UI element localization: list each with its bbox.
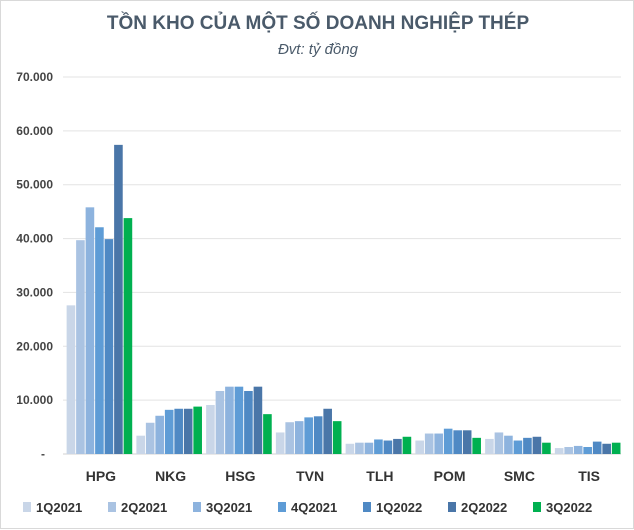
bar-TIS-1Q2021 [554,448,564,454]
bar-POM-1Q2022 [453,430,462,454]
x-tick-label: NKG [155,468,186,484]
bar-TLH-2Q2021 [355,442,364,454]
bar-SMC-2Q2022 [532,436,542,454]
y-tick-label: 10.000 [16,393,53,407]
bar-TVN-3Q2021 [294,421,304,454]
bar-POM-4Q2021 [443,428,453,454]
legend-label: 2Q2021 [121,500,167,515]
y-tick-label: 50.000 [16,178,53,192]
bar-HPG-1Q2021 [66,305,76,454]
legend-label: 4Q2021 [291,500,337,515]
y-tick-label: 70.000 [16,70,53,84]
bar-TVN-4Q2021 [304,417,313,454]
bar-SMC-3Q2021 [504,435,513,454]
bar-TVN-3Q2022 [332,421,342,454]
x-tick-label: HPG [86,468,116,484]
bar-TIS-3Q2022 [611,442,621,454]
x-tick-label: HSG [225,468,255,484]
bar-TIS-4Q2021 [583,446,592,454]
bar-HPG-2Q2022 [114,144,123,455]
legend-swatch [23,502,31,512]
bar-TVN-2Q2022 [323,408,332,454]
bar-TIS-2Q2021 [564,446,573,454]
bar-TLH-3Q2022 [402,436,412,454]
bar-POM-2Q2021 [424,433,434,454]
bar-HPG-3Q2021 [85,207,95,454]
bar-HPG-2Q2021 [76,240,85,454]
x-tick-label: SMC [504,468,535,484]
bar-HPG-3Q2022 [123,218,133,454]
bar-TIS-3Q2021 [573,445,583,454]
bar-TLH-3Q2021 [364,442,374,454]
legend-swatch [108,502,116,512]
y-tick-label: 60.000 [16,124,53,138]
bar-POM-3Q2021 [434,433,443,454]
legend-swatch [363,502,371,512]
legend-label: 3Q2021 [206,500,252,515]
bar-HSG-4Q2021 [234,386,244,454]
bar-TVN-2Q2021 [285,422,294,454]
bar-HSG-1Q2022 [244,390,253,454]
bar-HSG-3Q2022 [263,414,272,454]
bar-SMC-1Q2021 [485,438,494,454]
y-tick-label: 20.000 [16,339,53,353]
bar-TIS-1Q2022 [592,441,602,454]
bar-HPG-1Q2022 [104,239,114,454]
chart-title: TỒN KHO CỦA MỘT SỐ DOANH NGHIỆP THÉP [106,13,530,34]
y-tick-label: 40.000 [16,232,53,246]
bar-NKG-1Q2021 [136,435,145,454]
bar-HPG-4Q2021 [95,227,104,454]
legend-swatch [448,502,456,512]
bar-SMC-3Q2022 [542,442,551,454]
bar-HSG-2Q2021 [215,390,225,454]
x-tick-label: TIS [578,468,600,484]
bar-NKG-4Q2021 [164,409,174,454]
bar-NKG-2Q2022 [183,408,193,454]
bar-TLH-1Q2021 [345,443,355,454]
y-tick-label: - [41,447,45,461]
y-tick-label: 30.000 [16,285,53,299]
bar-HSG-1Q2021 [206,404,215,454]
bar-SMC-4Q2021 [513,440,523,454]
bar-POM-1Q2021 [415,440,424,454]
bar-HSG-2Q2022 [253,386,263,454]
legend-label: 2Q2022 [461,500,507,515]
x-tick-label: TLH [366,468,393,484]
bar-NKG-3Q2021 [155,415,164,454]
chart-subtitle: Đvt: tỷ đồng [277,41,359,58]
bar-POM-2Q2022 [462,430,472,454]
legend-label: 3Q2022 [546,500,592,515]
x-tick-label: POM [434,468,466,484]
bar-NKG-1Q2022 [174,408,183,454]
legend-label: 1Q2022 [376,500,422,515]
bar-HSG-3Q2021 [225,386,234,454]
bar-TVN-1Q2022 [313,416,323,454]
bar-NKG-3Q2022 [193,406,202,454]
legend-swatch [193,502,201,512]
bar-TIS-2Q2022 [602,443,611,454]
bar-TLH-4Q2021 [374,439,383,454]
bar-NKG-2Q2021 [145,422,155,454]
bar-SMC-2Q2021 [494,432,504,454]
bar-POM-3Q2022 [472,437,481,454]
bar-SMC-1Q2022 [523,437,532,454]
bar-TLH-2Q2022 [393,438,402,454]
legend-swatch [278,502,286,512]
x-tick-label: TVN [296,468,324,484]
legend-swatch [533,502,541,512]
legend-label: 1Q2021 [36,500,82,515]
bar-TVN-1Q2021 [275,432,285,454]
bar-TLH-1Q2022 [383,440,393,454]
